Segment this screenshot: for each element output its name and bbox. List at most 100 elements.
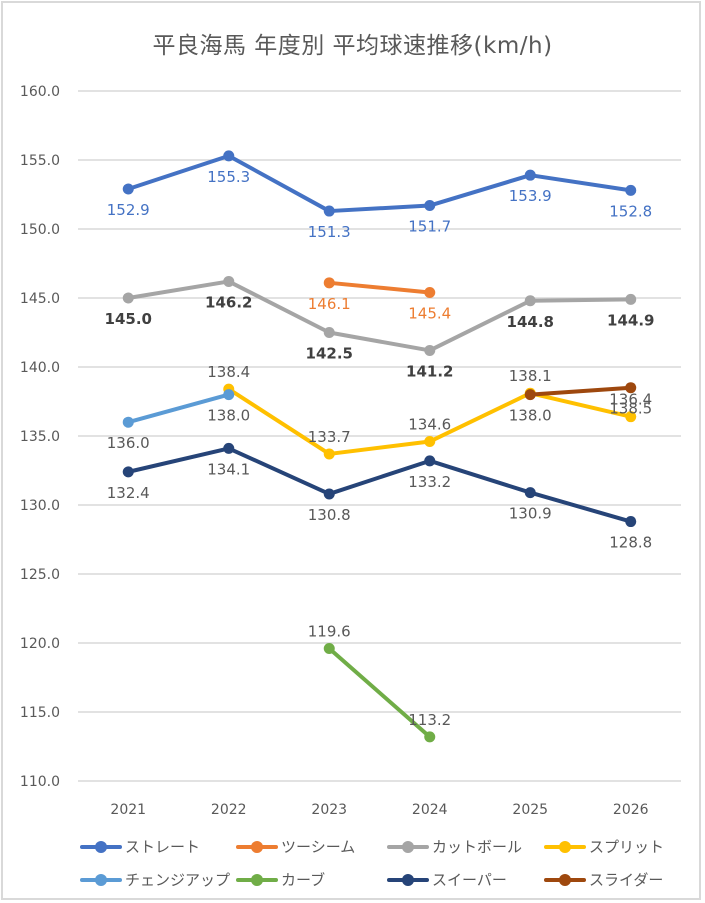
- data-label: 130.9: [509, 505, 552, 523]
- data-point[interactable]: [424, 455, 436, 467]
- data-label: 151.7: [408, 218, 451, 236]
- data-point[interactable]: [625, 184, 637, 196]
- y-tick-label: 145.0: [20, 291, 60, 307]
- y-tick-label: 125.0: [20, 567, 60, 583]
- data-point[interactable]: [122, 416, 134, 428]
- legend-label: チェンジアップ: [125, 871, 231, 889]
- data-label: 113.2: [408, 711, 451, 729]
- x-tick-label: 2021: [110, 802, 146, 818]
- series-line: [327, 646, 432, 739]
- data-label: 155.3: [207, 168, 250, 186]
- legend-item[interactable]: スプリット: [544, 836, 664, 857]
- data-point[interactable]: [625, 382, 637, 394]
- data-label: 136.0: [107, 434, 150, 452]
- series-line: [126, 392, 231, 425]
- data-label: 142.5: [306, 345, 353, 363]
- legend-label: スイーパー: [432, 871, 507, 889]
- data-point[interactable]: [323, 643, 335, 655]
- y-tick-label: 150.0: [20, 222, 60, 238]
- data-point[interactable]: [625, 516, 637, 528]
- data-label: 144.8: [507, 313, 554, 331]
- series-ストレート: [122, 150, 637, 217]
- data-point[interactable]: [424, 200, 436, 212]
- series-カットボール: [122, 275, 637, 356]
- data-label: 152.9: [107, 201, 150, 219]
- data-point[interactable]: [223, 275, 235, 287]
- data-point[interactable]: [524, 169, 536, 181]
- legend-item[interactable]: チェンジアップ: [80, 869, 230, 890]
- data-label: 145.0: [105, 310, 152, 328]
- series-ツーシーム: [323, 277, 436, 298]
- data-point[interactable]: [625, 293, 637, 305]
- legend-label: カットボール: [432, 838, 523, 856]
- legend-marker-icon: [387, 840, 429, 853]
- data-point[interactable]: [424, 344, 436, 356]
- data-label: 145.4: [408, 304, 451, 322]
- legend-label: スライダー: [589, 871, 664, 889]
- x-tick-label: 2024: [412, 802, 448, 818]
- series-line: [528, 385, 633, 397]
- data-label: 130.8: [308, 506, 351, 524]
- series-チェンジアップ: [122, 389, 235, 428]
- y-tick-label: 120.0: [20, 636, 60, 652]
- data-labels: 152.9 155.3 151.3 151.7 153.9 152.8 146.1 145.4…: [105, 168, 655, 729]
- data-point[interactable]: [424, 286, 436, 298]
- x-tick-label: 2026: [613, 802, 649, 818]
- data-point[interactable]: [524, 487, 536, 499]
- gridlines: [78, 90, 681, 782]
- data-label: 133.7: [308, 428, 351, 446]
- data-label: 151.3: [308, 223, 351, 241]
- series-line: [126, 153, 633, 214]
- data-point[interactable]: [323, 327, 335, 338]
- data-label: 133.2: [408, 473, 451, 491]
- data-point[interactable]: [424, 436, 436, 448]
- data-point[interactable]: [323, 488, 335, 500]
- data-label: 138.1: [509, 367, 552, 385]
- data-label: 134.1: [207, 460, 250, 478]
- data-point[interactable]: [122, 466, 134, 478]
- data-point[interactable]: [625, 411, 637, 423]
- data-label: 153.9: [509, 187, 552, 205]
- data-label: 138.5: [609, 400, 652, 418]
- legend-item[interactable]: カットボール: [387, 836, 522, 857]
- chart-title: 平良海馬 年度別 平均球速推移(km/h): [152, 33, 553, 59]
- x-axis-ticks: 2021 2022 2023 2024 2025 2026: [110, 802, 648, 818]
- y-axis-ticks: 160.0 155.0 150.0 145.0 140.0 135.0 130.0 125.0…: [20, 84, 60, 790]
- legend-item[interactable]: スイーパー: [387, 869, 507, 890]
- data-point[interactable]: [223, 389, 235, 401]
- legend-marker-icon: [236, 840, 278, 853]
- data-label: 134.6: [408, 416, 451, 434]
- y-tick-label: 110.0: [20, 774, 60, 790]
- y-tick-label: 160.0: [20, 84, 60, 100]
- legend-item[interactable]: スライダー: [544, 869, 663, 890]
- data-point[interactable]: [323, 448, 335, 460]
- data-point[interactable]: [524, 389, 536, 401]
- data-label: 146.2: [205, 293, 252, 311]
- data-label: 119.6: [308, 623, 351, 641]
- legend-marker-icon: [80, 873, 122, 886]
- data-point[interactable]: [424, 731, 436, 743]
- data-point[interactable]: [122, 183, 134, 195]
- legend-label: ツーシーム: [281, 838, 356, 856]
- data-point[interactable]: [323, 205, 335, 217]
- y-tick-label: 115.0: [20, 705, 60, 721]
- legend-item[interactable]: カーブ: [236, 869, 325, 890]
- data-point[interactable]: [323, 277, 335, 289]
- legend-marker-icon: [387, 873, 429, 886]
- series-lines: [122, 150, 637, 743]
- data-label: 128.8: [609, 534, 652, 552]
- data-label: 144.9: [607, 311, 654, 329]
- data-point[interactable]: [223, 442, 235, 454]
- data-point[interactable]: [122, 292, 134, 304]
- legend-label: スプリット: [589, 838, 665, 856]
- data-label: 138.0: [207, 407, 250, 425]
- data-point[interactable]: [223, 150, 235, 162]
- legend-item[interactable]: ストレート: [80, 836, 200, 857]
- legend-item[interactable]: ツーシーム: [236, 836, 355, 857]
- data-label: 146.1: [308, 295, 351, 313]
- series-line: [327, 280, 432, 295]
- data-point[interactable]: [524, 295, 536, 307]
- legend-label: カーブ: [281, 871, 326, 889]
- legend-label: ストレート: [125, 838, 201, 856]
